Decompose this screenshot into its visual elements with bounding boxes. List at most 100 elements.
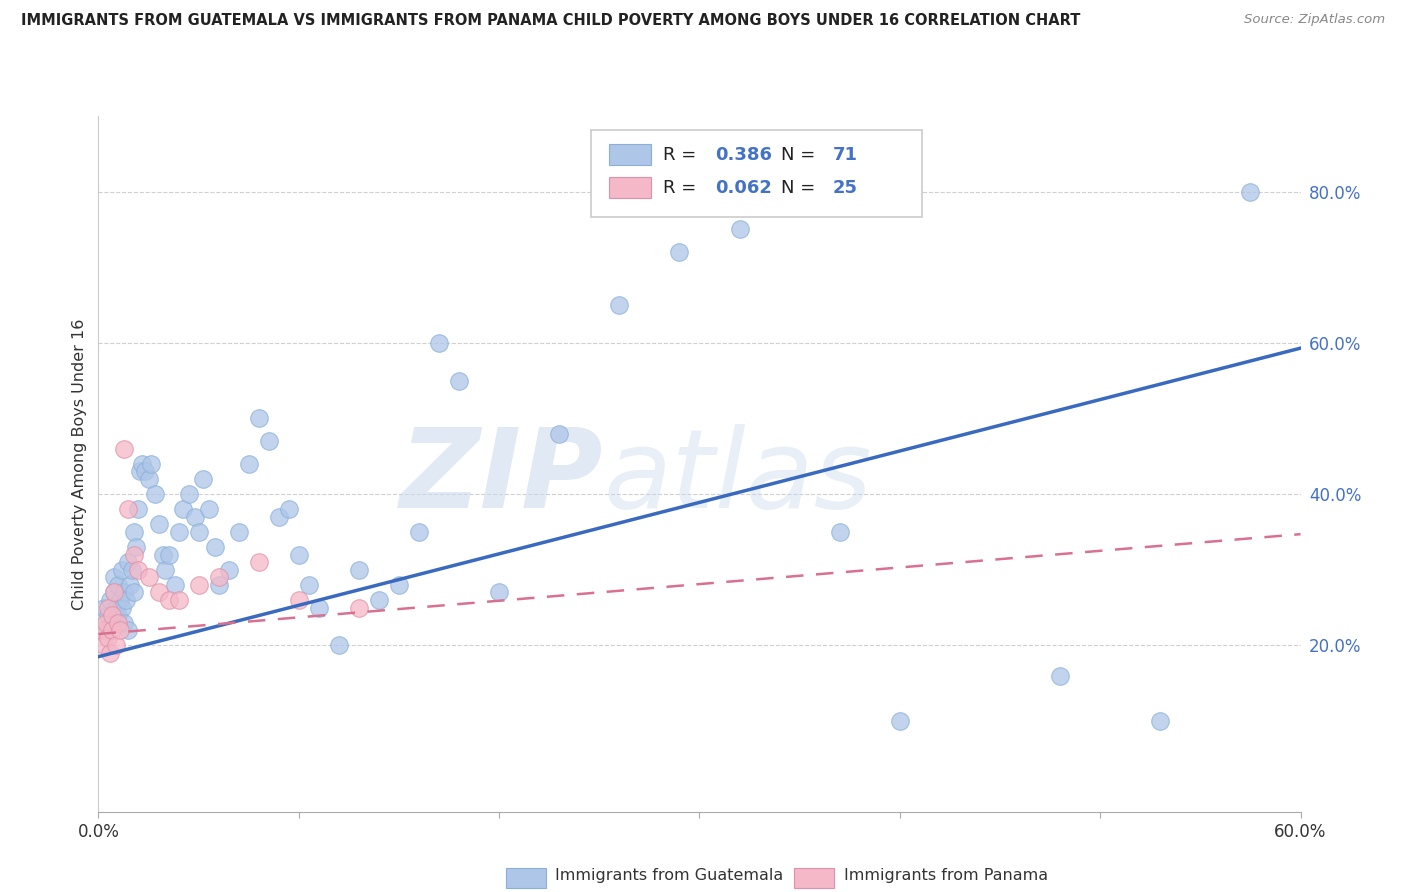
Point [103, 585, 125, 599]
Point [347, 600, 370, 615]
Text: N =: N = [782, 146, 821, 164]
Point [197, 502, 219, 516]
Point [163, 578, 186, 592]
Point [93, 638, 115, 652]
Point [111, 600, 134, 615]
Point [298, 578, 321, 592]
Point [183, 509, 205, 524]
Point [110, 593, 132, 607]
Point [267, 509, 290, 524]
Point [308, 600, 330, 615]
Point [488, 585, 510, 599]
Point [218, 563, 240, 577]
Point [128, 563, 150, 577]
Point [238, 457, 260, 471]
Point [101, 624, 124, 638]
Point [828, 524, 851, 539]
Point [101, 608, 124, 623]
Point [121, 563, 143, 577]
Point [609, 298, 631, 312]
Point [177, 487, 200, 501]
FancyBboxPatch shape [592, 130, 922, 217]
Point [408, 524, 430, 539]
Point [111, 563, 134, 577]
Text: R =: R = [664, 178, 703, 196]
Point [447, 374, 470, 388]
Point [187, 524, 209, 539]
Point [103, 570, 125, 584]
Point [138, 570, 160, 584]
Point [167, 524, 190, 539]
Point [96, 615, 118, 630]
Text: 71: 71 [832, 146, 858, 164]
Point [208, 570, 231, 584]
Text: Immigrants from Panama: Immigrants from Panama [844, 869, 1047, 883]
FancyBboxPatch shape [609, 145, 651, 165]
Point [100, 646, 122, 660]
Point [1239, 185, 1261, 199]
Point [114, 442, 136, 456]
Point [96, 624, 118, 638]
Point [548, 426, 571, 441]
Point [153, 563, 176, 577]
Text: IMMIGRANTS FROM GUATEMALA VS IMMIGRANTS FROM PANAMA CHILD POVERTY AMONG BOYS UND: IMMIGRANTS FROM GUATEMALA VS IMMIGRANTS … [21, 13, 1080, 29]
Point [368, 593, 391, 607]
Point [110, 624, 132, 638]
Point [100, 593, 122, 607]
Point [143, 487, 166, 501]
Point [191, 472, 214, 486]
Text: Immigrants from Guatemala: Immigrants from Guatemala [555, 869, 783, 883]
Text: ZIP: ZIP [399, 425, 603, 532]
Point [889, 714, 911, 728]
Point [117, 555, 139, 569]
Point [208, 578, 231, 592]
Point [105, 638, 128, 652]
Text: 0.062: 0.062 [716, 178, 772, 196]
Point [125, 540, 148, 554]
Text: 0.386: 0.386 [716, 146, 772, 164]
Y-axis label: Child Poverty Among Boys Under 16: Child Poverty Among Boys Under 16 [72, 318, 87, 609]
Point [115, 593, 138, 607]
Point [101, 615, 124, 630]
Point [247, 555, 270, 569]
Text: N =: N = [782, 178, 821, 196]
Point [328, 638, 350, 652]
Point [114, 585, 136, 599]
Point [1049, 668, 1071, 682]
Point [668, 245, 690, 260]
Point [288, 593, 311, 607]
Point [114, 615, 136, 630]
Point [228, 524, 250, 539]
Text: Source: ZipAtlas.com: Source: ZipAtlas.com [1244, 13, 1385, 27]
Point [128, 502, 150, 516]
Point [257, 434, 280, 449]
Text: atlas: atlas [603, 425, 872, 532]
Point [107, 608, 129, 623]
Point [107, 615, 129, 630]
Point [103, 585, 125, 599]
Point [277, 502, 299, 516]
FancyBboxPatch shape [609, 178, 651, 198]
Point [347, 563, 370, 577]
Point [124, 585, 146, 599]
Point [247, 411, 270, 425]
Point [97, 600, 120, 615]
Point [139, 457, 162, 471]
Point [138, 472, 160, 486]
Point [117, 502, 139, 516]
Point [148, 517, 170, 532]
Point [172, 502, 194, 516]
Point [728, 222, 751, 236]
Point [288, 548, 311, 562]
Point [167, 593, 190, 607]
Point [157, 593, 180, 607]
Point [124, 548, 146, 562]
Point [117, 624, 139, 638]
Point [388, 578, 411, 592]
Point [187, 578, 209, 592]
Point [124, 524, 146, 539]
Point [157, 548, 180, 562]
Point [91, 624, 114, 638]
Point [93, 600, 115, 615]
Point [148, 585, 170, 599]
